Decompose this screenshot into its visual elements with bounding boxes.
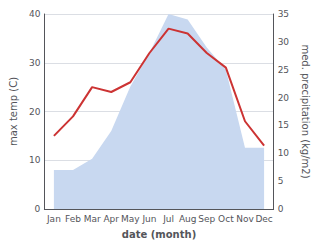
- svg-text:15: 15: [278, 120, 289, 130]
- svg-text:May: May: [121, 214, 140, 224]
- svg-text:10: 10: [29, 155, 41, 165]
- svg-text:20: 20: [278, 93, 290, 103]
- svg-text:Jun: Jun: [141, 214, 156, 224]
- svg-text:20: 20: [29, 107, 41, 117]
- svg-text:med. precipitation (kg/m2): med. precipitation (kg/m2): [300, 44, 311, 178]
- svg-text:Dec: Dec: [255, 214, 272, 224]
- svg-text:Sep: Sep: [198, 214, 215, 224]
- svg-text:Nov: Nov: [236, 214, 254, 224]
- svg-text:max temp (C): max temp (C): [8, 77, 19, 146]
- svg-text:0: 0: [35, 204, 41, 214]
- svg-text:30: 30: [29, 58, 41, 68]
- svg-text:25: 25: [278, 65, 289, 75]
- svg-text:Oct: Oct: [218, 214, 234, 224]
- svg-text:0: 0: [278, 204, 284, 214]
- svg-text:Jul: Jul: [162, 214, 174, 224]
- svg-text:Feb: Feb: [65, 214, 81, 224]
- svg-text:Jan: Jan: [46, 214, 61, 224]
- svg-text:40: 40: [29, 9, 41, 19]
- svg-text:30: 30: [278, 37, 290, 47]
- svg-text:35: 35: [278, 9, 289, 19]
- svg-text:5: 5: [278, 176, 284, 186]
- svg-text:10: 10: [278, 148, 290, 158]
- svg-text:date (month): date (month): [122, 229, 196, 240]
- svg-text:Apr: Apr: [103, 214, 119, 224]
- svg-text:Mar: Mar: [84, 214, 101, 224]
- svg-text:Aug: Aug: [179, 214, 197, 224]
